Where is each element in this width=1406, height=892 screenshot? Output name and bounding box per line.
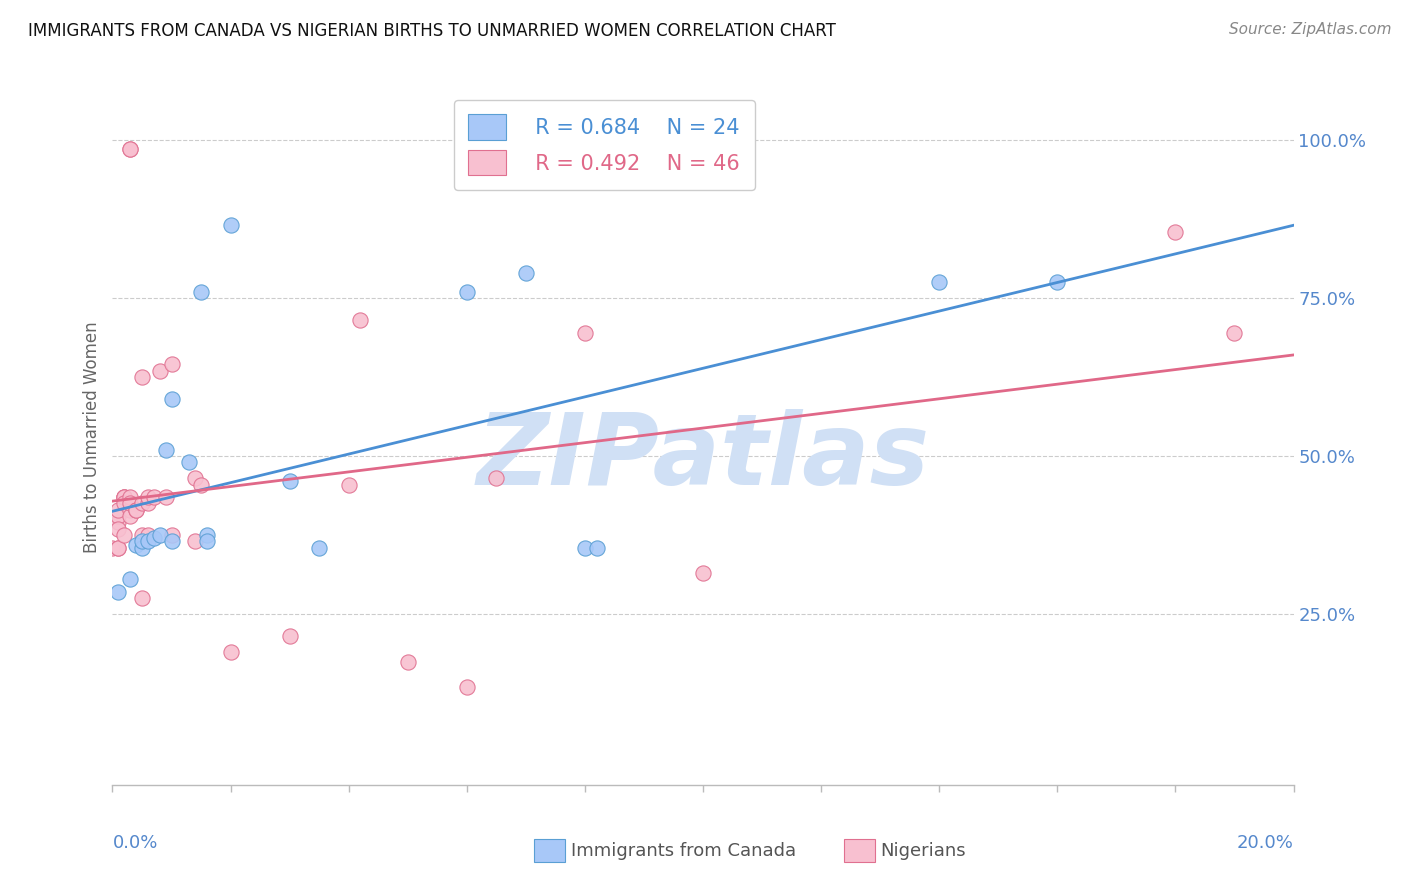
Point [184,534,207,549]
Point [574,541,596,555]
Point [120,573,142,587]
Point [120,490,142,504]
Point [136,534,159,549]
Point [1223,326,1246,340]
Point [125,538,148,552]
Point [219,218,242,232]
Point [112,490,135,504]
Point [107,509,129,524]
Text: IMMIGRANTS FROM CANADA VS NIGERIAN BIRTHS TO UNMARRIED WOMEN CORRELATION CHART: IMMIGRANTS FROM CANADA VS NIGERIAN BIRTH… [28,22,837,40]
Point [107,541,129,555]
Point [155,442,177,457]
Text: Nigerians: Nigerians [880,842,966,860]
Point [131,534,153,549]
Point [278,629,301,643]
Point [120,142,142,156]
Point [179,455,201,469]
Point [456,680,478,694]
Point [278,475,301,489]
Point [136,490,159,504]
Text: ZIPatlas: ZIPatlas [477,409,929,507]
Text: 20.0%: 20.0% [1237,834,1294,852]
Point [125,503,148,517]
Point [928,275,950,289]
Point [190,477,212,491]
Point [142,531,165,545]
Point [112,490,135,504]
Point [195,528,218,542]
Point [107,522,129,536]
Point [155,490,177,504]
Point [1164,225,1187,239]
Legend:   R = 0.684    N = 24,   R = 0.492    N = 46: R = 0.684 N = 24, R = 0.492 N = 46 [454,100,755,190]
Point [120,509,142,524]
Point [112,496,135,510]
Point [131,541,153,555]
Text: Immigrants from Canada: Immigrants from Canada [571,842,796,860]
Point [136,528,159,542]
Point [120,496,142,510]
Point [396,655,419,669]
Point [160,528,183,542]
Point [107,541,129,555]
Point [160,357,183,371]
Point [160,534,183,549]
Point [574,326,596,340]
Point [585,541,607,555]
Point [125,503,148,517]
Point [515,266,537,280]
Point [101,541,124,555]
Point [337,477,360,491]
Point [120,142,142,156]
Point [308,541,330,555]
Y-axis label: Births to Unmarried Women: Births to Unmarried Women [83,321,101,553]
Point [131,370,153,384]
Point [219,645,242,659]
Point [107,516,129,530]
Point [485,471,508,485]
Point [136,496,159,510]
Point [112,528,135,542]
Point [149,528,172,542]
Point [112,490,135,504]
Point [120,503,142,517]
Point [131,528,153,542]
Point [107,503,129,517]
Text: 0.0%: 0.0% [112,834,157,852]
Point [149,364,172,378]
Point [142,490,165,504]
Text: Source: ZipAtlas.com: Source: ZipAtlas.com [1229,22,1392,37]
Point [1046,275,1069,289]
Point [190,285,212,299]
Point [107,585,129,599]
Point [692,566,714,580]
Point [195,534,218,549]
Point [456,285,478,299]
Point [349,313,371,327]
Point [131,496,153,510]
Point [131,591,153,606]
Point [184,471,207,485]
Point [160,392,183,406]
